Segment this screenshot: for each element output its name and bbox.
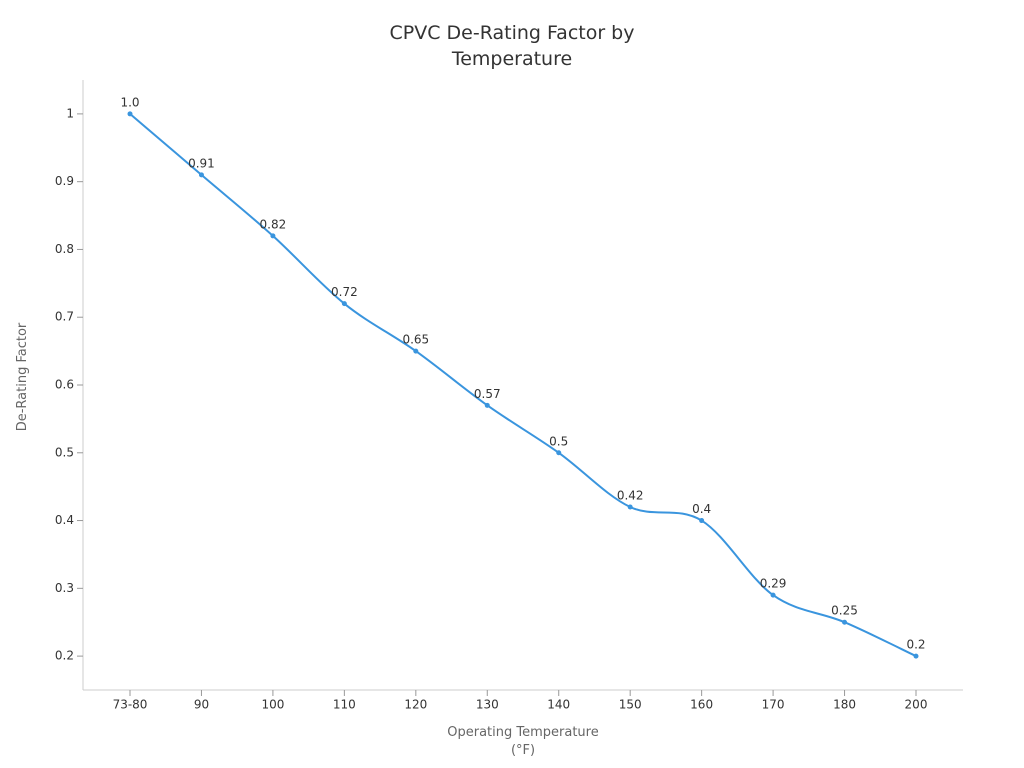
x-tick-label: 110 <box>333 698 356 712</box>
x-tick-label: 160 <box>690 698 713 712</box>
x-tick-label: 130 <box>476 698 499 712</box>
x-tick-label: 73-80 <box>113 698 148 712</box>
y-tick-label: 0.2 <box>55 649 74 663</box>
chart-title: CPVC De-Rating Factor by Temperature <box>389 22 635 70</box>
x-tick-label: 90 <box>194 698 209 712</box>
x-axis-label: Operating Temperature (°F) <box>447 725 599 758</box>
point <box>484 402 490 408</box>
y-tick-label: 0.9 <box>55 174 74 188</box>
y-tick-label: 0.4 <box>55 513 74 527</box>
data-label: 0.2 <box>906 638 925 652</box>
y-tick-label: 0.6 <box>55 378 74 392</box>
x-tick-label: 150 <box>619 698 642 712</box>
data-label: 0.4 <box>692 502 711 516</box>
point <box>198 172 204 178</box>
y-axis-label: De-Rating Factor <box>15 322 30 432</box>
y-tick-label: 0.7 <box>55 310 74 324</box>
data-label: 0.5 <box>549 434 568 448</box>
point <box>556 450 562 456</box>
x-tick-label: 200 <box>905 698 928 712</box>
data-label: 0.29 <box>760 577 787 591</box>
data-label: 0.57 <box>474 387 501 401</box>
point <box>127 111 133 117</box>
data-label: 0.65 <box>402 333 429 347</box>
x-tick-label: 170 <box>762 698 785 712</box>
data-label: 0.91 <box>188 156 215 170</box>
data-label: 0.42 <box>617 489 644 503</box>
line <box>129 113 917 658</box>
y-tick-label: 0.8 <box>55 242 74 256</box>
point <box>699 518 705 524</box>
y-tick-label: 0.5 <box>55 445 74 459</box>
x-tick-label: 100 <box>261 698 284 712</box>
point <box>770 592 776 598</box>
point <box>270 233 276 239</box>
point <box>913 653 919 659</box>
x-tick-label: 140 <box>547 698 570 712</box>
x-tick-label: 120 <box>404 698 427 712</box>
point <box>627 504 633 510</box>
x-tick-label: 180 <box>833 698 856 712</box>
point <box>413 348 419 354</box>
data-label: 0.72 <box>331 285 358 299</box>
y-tick-label: 0.3 <box>55 581 74 595</box>
data-label: 1.0 <box>120 95 139 109</box>
point <box>842 619 848 625</box>
data-label: 0.25 <box>831 604 858 618</box>
y-tick-label: 1 <box>66 106 74 120</box>
point <box>341 301 347 307</box>
data-label: 0.82 <box>260 217 287 231</box>
